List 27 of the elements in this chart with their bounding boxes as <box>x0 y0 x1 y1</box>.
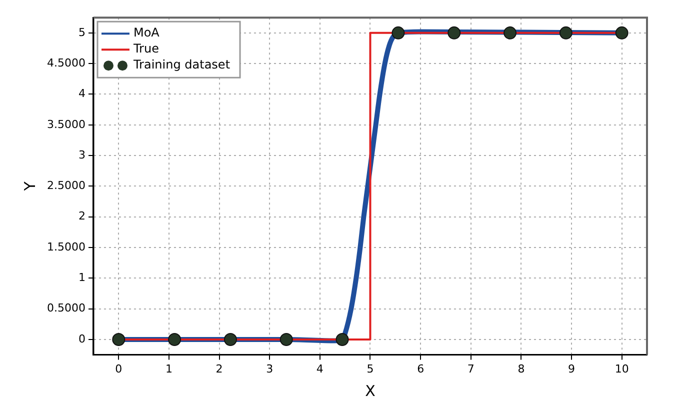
y-tick-label: 2 <box>78 210 86 223</box>
x-tick-label: 2 <box>216 362 223 376</box>
y-tick-label: 0 <box>78 332 86 346</box>
x-tick-label: 3 <box>266 362 274 376</box>
x-tick-label: 5 <box>366 362 374 376</box>
x-tick-label: 9 <box>568 362 576 376</box>
y-tick-label: 1.5000 <box>46 240 86 254</box>
legend-label: True <box>132 42 159 56</box>
x-axis-title: X <box>365 382 376 400</box>
y-tick-label: 5 <box>78 26 86 39</box>
x-tick-label: 10 <box>614 362 629 376</box>
y-tick-label: 1 <box>78 271 86 284</box>
x-tick-label: 8 <box>518 362 525 376</box>
y-tick-label: 4 <box>78 87 86 100</box>
y-tick-label: 0.5000 <box>46 302 86 315</box>
x-tick-label: 6 <box>417 362 424 376</box>
y-tick-label: 3 <box>78 148 86 162</box>
x-tick-label: 0 <box>115 362 122 376</box>
legend-label: MoA <box>133 26 160 40</box>
y-tick-label: 2.5000 <box>46 179 86 192</box>
x-tick-label: 7 <box>467 362 474 376</box>
y-tick-label: 3.5000 <box>46 118 86 131</box>
y-tick-label: 4.5000 <box>46 56 86 70</box>
legend-label: Training dataset <box>132 58 230 72</box>
x-tick-label: 4 <box>316 362 324 376</box>
y-axis-title: Y <box>20 180 39 192</box>
x-tick-label: 1 <box>165 362 172 376</box>
